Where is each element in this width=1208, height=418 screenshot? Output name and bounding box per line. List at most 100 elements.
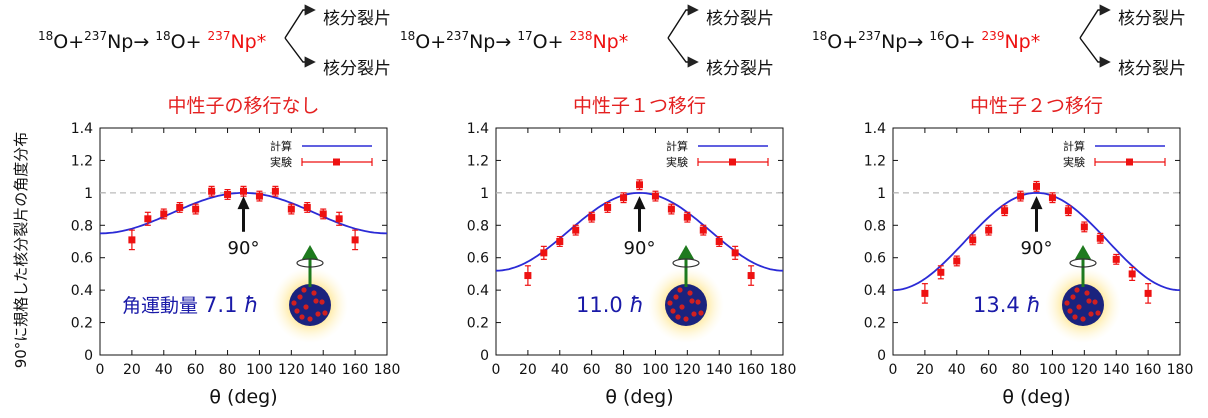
data-point: [620, 194, 628, 202]
fragment-label-bottom: 核分裂片: [706, 59, 774, 79]
rotation-ring: [296, 258, 324, 268]
fragment-label-top: 核分裂片: [1118, 9, 1186, 29]
x-tick-label: 80: [615, 362, 633, 378]
x-axis-label: θ (deg): [209, 386, 277, 408]
peak-arrow-head: [237, 196, 250, 210]
x-tick-label: 80: [219, 362, 237, 378]
y-tick-label: 1.4: [864, 121, 886, 137]
legend-exp-label: 実験: [666, 155, 688, 169]
x-axis-label: θ (deg): [605, 386, 673, 408]
nucleon: [315, 311, 321, 317]
data-point: [937, 268, 945, 276]
panel-3: 18O+237Np→ 16O+ 239Np*核分裂片核分裂片中性子２つ移行00.…: [812, 4, 1194, 408]
rotation-ring: [1069, 258, 1097, 268]
nucleon: [667, 300, 673, 306]
x-tick-label: 60: [980, 362, 998, 378]
nucleon: [1076, 304, 1082, 310]
data-point: [651, 192, 659, 200]
x-tick-label: 0: [889, 362, 898, 378]
nucleon: [1084, 290, 1090, 296]
x-tick-label: 100: [246, 362, 273, 378]
x-tick-label: 0: [492, 362, 501, 378]
nucleon: [1067, 308, 1073, 314]
x-tick-label: 100: [642, 362, 669, 378]
data-point: [319, 210, 327, 218]
nucleon: [299, 314, 305, 320]
nucleon: [291, 300, 297, 306]
legend-exp-marker: [333, 158, 340, 166]
x-tick-label: 120: [1071, 362, 1098, 378]
angular-momentum-text: 13.4 ħ: [973, 293, 1041, 317]
panel-1: 18O+237Np→ 18O+ 237Np*核分裂片核分裂片中性子の移行なし00…: [38, 4, 400, 408]
x-tick-label: 20: [916, 362, 934, 378]
y-tick-label: 0.8: [467, 218, 489, 234]
spin-axis-head: [302, 245, 318, 259]
y-tick-label: 0.2: [71, 316, 93, 332]
legend-exp-label: 実験: [270, 155, 292, 169]
angular-momentum-text: 角運動量 7.1 ħ: [122, 293, 259, 317]
data-point: [335, 215, 343, 223]
y-tick-label: 0: [877, 348, 886, 364]
x-tick-label: 140: [706, 362, 733, 378]
data-point: [1001, 207, 1009, 215]
data-point: [224, 190, 232, 198]
x-tick-label: 120: [278, 362, 305, 378]
nucleon: [1088, 311, 1094, 317]
nucleon: [691, 311, 697, 317]
fork-arrow-down: [667, 37, 699, 68]
data-point: [953, 257, 961, 265]
plot-frame: [892, 127, 1181, 356]
data-point: [572, 226, 580, 234]
x-tick-label: 180: [770, 362, 797, 378]
y-axis-label: 90°に規格した核分裂片の角度分布: [12, 132, 30, 369]
nucleon: [294, 308, 300, 314]
nucleon: [1086, 298, 1092, 304]
x-tick-label: 60: [583, 362, 601, 378]
data-point: [1144, 289, 1152, 297]
nucleon: [301, 287, 307, 293]
nucleon: [1092, 299, 1098, 305]
nucleon: [1095, 310, 1101, 316]
nucleon: [679, 304, 685, 310]
x-tick-label: 0: [96, 362, 105, 378]
legend-exp-marker: [1126, 158, 1133, 166]
nucleon: [687, 290, 693, 296]
x-tick-label: 40: [551, 362, 569, 378]
x-tick-label: 180: [1167, 362, 1194, 378]
x-tick-label: 60: [187, 362, 205, 378]
legend-calc-label: 計算: [666, 139, 688, 153]
spin-axis-head: [1075, 245, 1091, 259]
x-tick-label: 160: [342, 362, 369, 378]
reaction-equation: 18O+237Np→ 18O+ 237Np*: [38, 29, 266, 53]
nucleon: [689, 298, 695, 304]
panel-title: 中性子の移行なし: [167, 95, 319, 117]
x-tick-label: 120: [674, 362, 701, 378]
data-point: [255, 192, 263, 200]
nucleon: [1072, 314, 1078, 320]
data-point: [128, 236, 136, 244]
y-tick-label: 1.4: [467, 121, 489, 137]
y-tick-label: 1: [877, 186, 886, 202]
peak-arrow-head: [633, 196, 646, 210]
fork-arrow-down: [1079, 37, 1111, 68]
x-tick-label: 160: [738, 362, 765, 378]
nucleon: [1074, 287, 1080, 293]
data-point: [588, 213, 596, 221]
nucleon: [303, 304, 309, 310]
nucleon: [319, 299, 325, 305]
y-tick-label: 0.6: [864, 251, 886, 267]
reaction-equation: 18O+237Np→ 16O+ 239Np*: [812, 29, 1040, 53]
x-tick-label: 100: [1039, 362, 1066, 378]
fork-arrow-up: [284, 4, 316, 39]
nucleon: [698, 310, 704, 316]
spin-axis-head: [678, 245, 694, 259]
data-point: [715, 238, 723, 245]
data-point: [667, 205, 675, 213]
angular-momentum-text: 11.0 ħ: [576, 293, 644, 317]
fragment-label-bottom: 核分裂片: [1118, 59, 1186, 79]
panel-title: 中性子２つ移行: [970, 95, 1103, 117]
data-point: [208, 187, 216, 195]
legend-exp-marker: [729, 158, 736, 166]
data-point: [176, 203, 184, 211]
